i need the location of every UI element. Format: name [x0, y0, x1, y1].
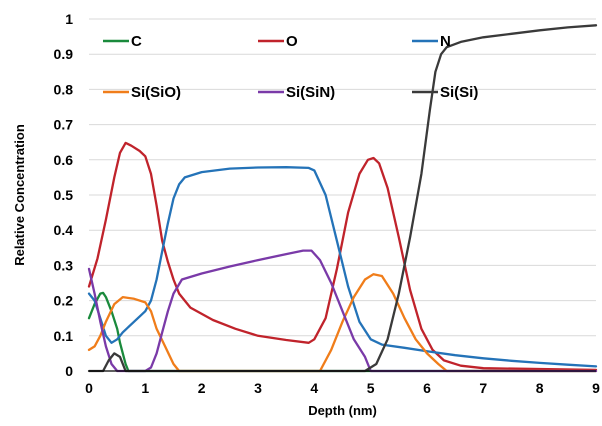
x-tick-label: 2 — [198, 380, 206, 396]
x-tick-label: 8 — [536, 380, 544, 396]
gridlines — [89, 18, 596, 337]
legend-label-si-sio: Si(SiO) — [131, 84, 181, 101]
y-tick-label: 0.8 — [54, 81, 74, 97]
legend: C O N Si(SiO) Si(SiN) Si(Si) — [103, 33, 478, 101]
y-tick-label: 0.7 — [54, 117, 74, 133]
series-line-si-sin — [87, 249, 598, 373]
y-tick-label: 1 — [65, 11, 73, 27]
legend-label-c: C — [131, 33, 142, 50]
y-tick-label: 0.9 — [54, 46, 74, 62]
x-tick-label: 6 — [423, 380, 431, 396]
y-axis-ticks: 0 0.1 0.2 0.3 0.4 0.5 0.6 0.7 0.8 0.9 1 — [54, 11, 74, 379]
x-axis-ticks: 0 1 2 3 4 5 6 7 8 9 — [85, 380, 600, 396]
y-axis-title: Relative Concentration — [12, 124, 27, 266]
x-tick-label: 3 — [254, 380, 262, 396]
legend-label-o: O — [286, 33, 298, 50]
x-tick-label: 1 — [141, 380, 149, 396]
legend-label-si-si: Si(Si) — [440, 84, 478, 101]
x-tick-label: 9 — [592, 380, 600, 396]
series-line-si-si — [87, 24, 598, 373]
legend-label-n: N — [440, 33, 451, 50]
y-tick-label: 0.2 — [54, 293, 74, 309]
series-line-c — [87, 291, 598, 373]
y-tick-label: 0.3 — [54, 257, 74, 273]
y-tick-label: 0 — [65, 363, 73, 379]
x-axis-title: Depth (nm) — [308, 403, 377, 418]
y-tick-label: 0.5 — [54, 187, 74, 203]
legend-label-si-sin: Si(SiN) — [286, 84, 335, 101]
x-tick-label: 0 — [85, 380, 93, 396]
series-line-n — [87, 166, 598, 368]
series-lines — [87, 24, 598, 373]
x-tick-label: 4 — [310, 380, 318, 396]
x-tick-label: 5 — [367, 380, 375, 396]
y-tick-label: 0.6 — [54, 152, 74, 168]
y-tick-label: 0.1 — [54, 328, 74, 344]
series-line-o — [87, 141, 598, 372]
y-tick-label: 0.4 — [54, 222, 74, 238]
x-tick-label: 7 — [479, 380, 487, 396]
